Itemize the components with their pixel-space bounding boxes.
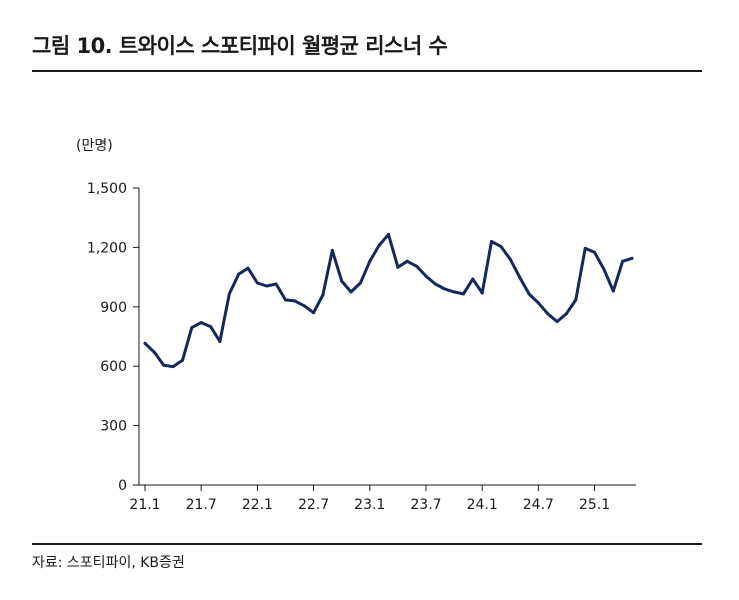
data-point [461,292,465,296]
data-point [452,290,456,294]
y-tick-label: 0 [118,478,127,494]
data-point [490,239,494,243]
x-tick-label: 24.7 [523,497,554,513]
data-point [546,312,550,316]
data-point [387,233,390,237]
data-point [480,291,484,295]
data-point [518,275,522,279]
x-tick-label: 23.7 [410,497,441,513]
x-tick-label: 25.1 [579,497,610,513]
data-point [424,274,428,278]
y-tick-label: 600 [100,359,127,375]
data-point [377,243,381,247]
data-point [283,298,287,302]
title-divider [32,70,702,72]
data-point [508,257,512,261]
data-point [621,259,625,263]
data-point [471,277,475,281]
data-point [396,265,400,269]
source-note: 자료: 스포티파이, KB증권 [32,555,185,571]
data-point [349,290,353,294]
y-axis: 0 300 600 900 1,200 1,500 [87,181,140,494]
data-point [227,292,231,296]
data-point [218,339,222,343]
x-tick-label: 21.7 [186,497,217,513]
series-line [143,233,634,369]
x-tick-label: 23.1 [354,497,385,513]
data-point [180,358,184,362]
y-tick-label: 900 [100,300,127,316]
data-point [527,292,531,296]
y-axis-unit-label: (만명) [76,138,113,154]
data-point [293,299,297,303]
data-point [330,248,334,252]
data-point [143,341,147,345]
data-point [209,325,213,329]
data-point [246,266,250,270]
data-point [536,301,540,305]
data-point [368,259,372,263]
data-point [611,289,615,293]
data-point [593,250,597,254]
data-point [602,267,606,271]
x-tick-label: 21.1 [129,497,160,513]
y-tick-label: 300 [100,419,127,435]
data-point [312,311,316,315]
data-point [255,281,259,285]
data-point [237,272,241,276]
data-point [302,304,306,308]
data-point [274,282,278,286]
data-point [415,264,419,268]
x-tick-label: 22.7 [298,497,329,513]
series-group [143,233,634,369]
x-tick-label: 24.1 [467,497,498,513]
data-point [405,259,409,263]
data-point [340,279,344,283]
data-point [574,298,578,302]
data-point [583,246,587,250]
source-divider [32,543,702,545]
chart-title: 그림 10. 트와이스 스포티파이 월평균 리스너 수 [32,34,448,58]
y-tick-label: 1,500 [87,181,127,197]
data-point [152,350,156,354]
data-point [199,321,203,325]
data-point [358,281,362,285]
data-point [162,363,166,367]
data-point [564,312,568,316]
x-axis: 21.1 21.7 22.1 22.7 23.1 23.7 24.1 24.7 25.1 [129,484,636,513]
data-point [265,284,269,288]
data-point [433,282,437,286]
x-tick-label: 22.1 [242,497,273,513]
data-point [171,365,175,369]
data-point [630,256,634,260]
data-point [443,287,447,291]
y-tick-label: 1,200 [87,240,127,256]
data-point [555,320,559,324]
data-point [321,293,325,297]
data-point [190,326,194,330]
data-point [499,244,503,248]
